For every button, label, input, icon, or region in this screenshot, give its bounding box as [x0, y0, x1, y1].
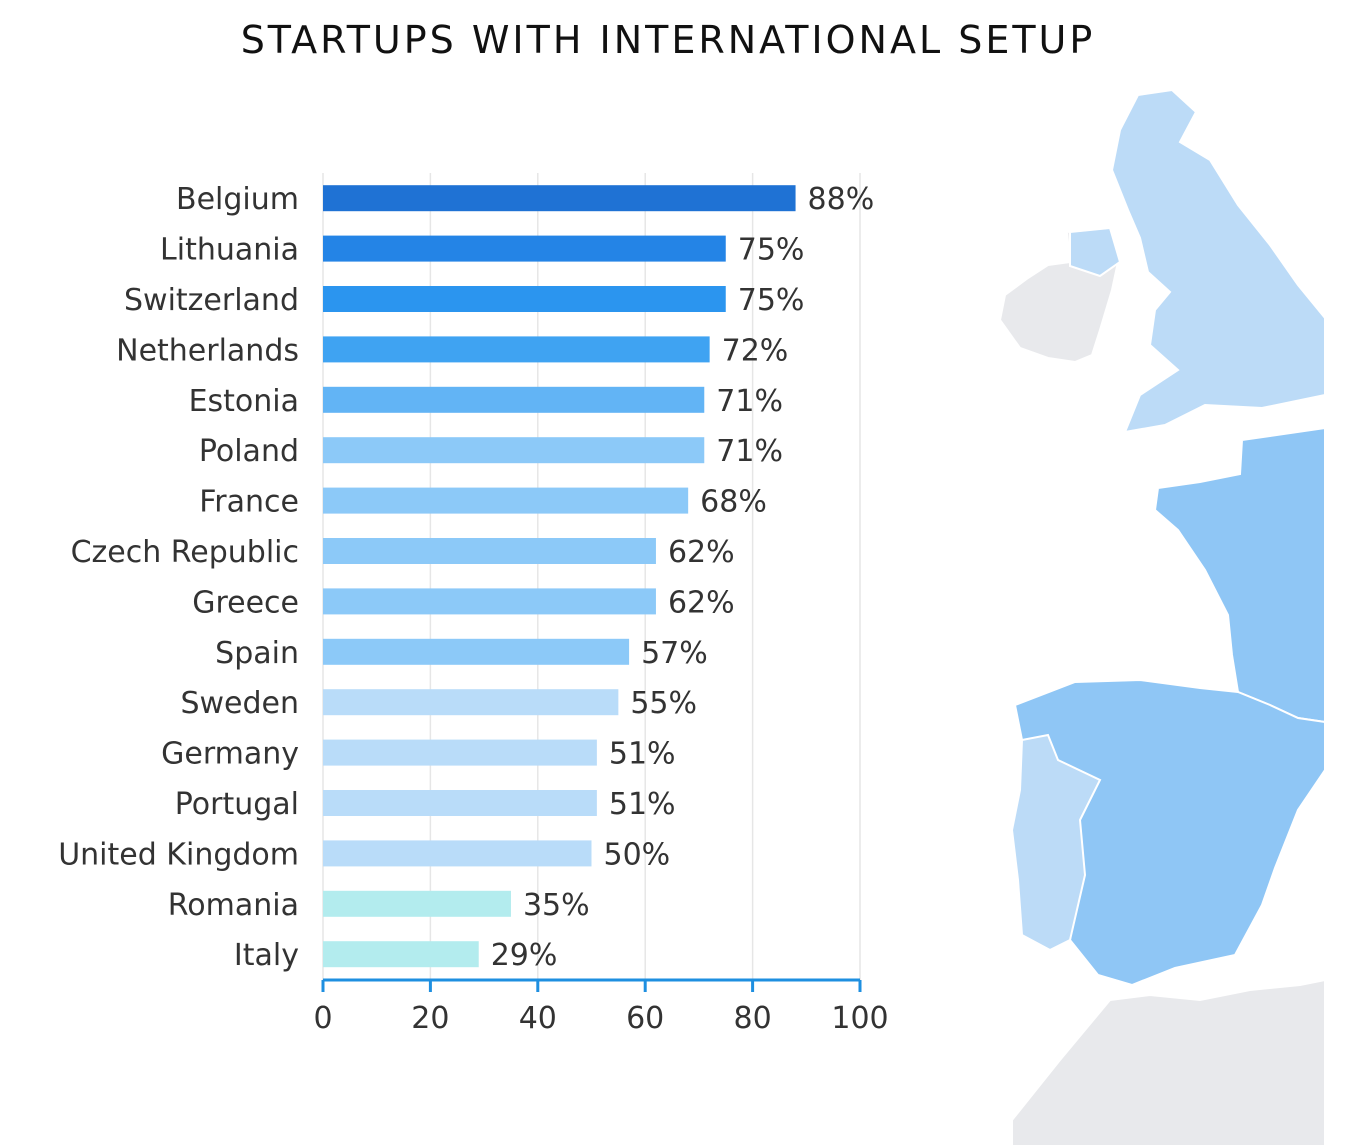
x-axis: 0 20 40 60 80 100	[313, 978, 889, 1036]
value-label-germany: 51%	[609, 737, 676, 772]
bar-estonia	[323, 386, 705, 413]
value-label-italy: 29%	[491, 938, 558, 973]
category-label-greece: Greece	[192, 585, 299, 620]
x-tick-label-100: 100	[831, 1001, 888, 1036]
category-label-poland: Poland	[199, 434, 299, 469]
bar-spain	[323, 638, 630, 665]
value-label-czech-republic: 62%	[668, 535, 735, 570]
value-label-poland: 71%	[716, 434, 783, 469]
bar-lithuania	[323, 235, 726, 262]
x-tick-label-60: 60	[626, 1001, 664, 1036]
category-label-romania: Romania	[168, 888, 299, 923]
category-label-belgium: Belgium	[176, 182, 299, 217]
bar-czech-republic	[323, 538, 656, 564]
x-tick-label-40: 40	[519, 1001, 557, 1036]
page-title: STARTUPS WITH INTERNATIONAL SETUP	[240, 18, 1096, 62]
value-label-belgium: 88%	[808, 182, 875, 217]
value-label-france: 68%	[700, 485, 767, 520]
category-label-italy: Italy	[234, 938, 299, 973]
bar-belgium	[323, 185, 796, 212]
category-label-germany: Germany	[161, 737, 299, 772]
category-label-sweden: Sweden	[180, 686, 299, 721]
map-north-africa	[1011, 978, 1326, 1146]
category-label-united-kingdom: United Kingdom	[58, 837, 299, 872]
x-tick-label-20: 20	[411, 1001, 449, 1036]
map-portugal	[1010, 733, 1102, 952]
value-label-switzerland: 75%	[738, 283, 805, 318]
map-united-kingdom	[1110, 88, 1326, 434]
bar-romania	[323, 890, 511, 917]
category-labels: Belgium Lithuania Switzerland Netherlands Es…	[58, 182, 299, 973]
bar-switzerland	[323, 286, 726, 312]
value-label-portugal: 51%	[609, 787, 676, 822]
map-northern-ireland	[1069, 226, 1122, 278]
category-label-switzerland: Switzerland	[124, 283, 299, 318]
category-label-czech-republic: Czech Republic	[71, 535, 299, 570]
value-labels: 88%75%75%72%71%71%68%62%62%57%55%51%51%5…	[491, 182, 875, 973]
bar-united-kingdom	[323, 840, 592, 867]
category-label-netherlands: Netherlands	[116, 333, 299, 368]
value-label-romania: 35%	[523, 888, 590, 923]
category-label-france: France	[199, 485, 299, 520]
bar-sweden	[323, 689, 619, 716]
category-label-estonia: Estonia	[189, 384, 299, 419]
bar-poland	[323, 437, 705, 464]
bar-portugal	[323, 790, 597, 816]
bar-greece	[323, 588, 656, 615]
x-tick-label-80: 80	[734, 1001, 772, 1036]
category-label-portugal: Portugal	[175, 787, 299, 822]
bar-france	[323, 487, 689, 514]
value-label-united-kingdom: 50%	[604, 837, 671, 872]
value-label-estonia: 71%	[716, 384, 783, 419]
value-label-spain: 57%	[641, 636, 708, 671]
bars	[323, 185, 796, 968]
value-label-greece: 62%	[668, 585, 735, 620]
value-label-lithuania: 75%	[738, 233, 805, 268]
category-label-lithuania: Lithuania	[160, 233, 299, 268]
category-label-spain: Spain	[215, 636, 299, 671]
value-label-netherlands: 72%	[722, 333, 789, 368]
value-label-sweden: 55%	[630, 686, 697, 721]
bar-italy	[323, 941, 479, 968]
bar-netherlands	[323, 336, 710, 363]
x-tick-label-0: 0	[313, 1001, 332, 1036]
bar-germany	[323, 739, 597, 766]
